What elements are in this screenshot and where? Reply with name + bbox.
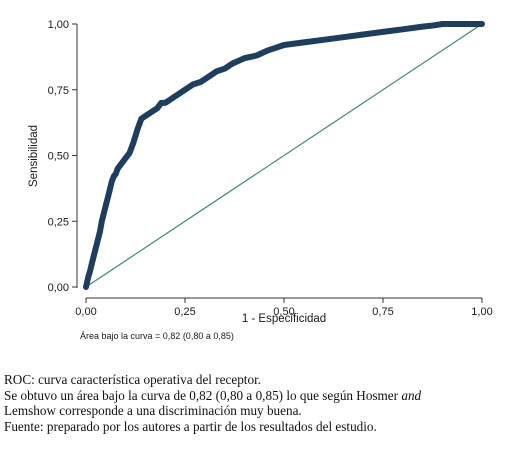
caption-line-4: Fuente: preparado por los autores a part… (4, 418, 377, 434)
x-axis-label: 1 - Especificidad (242, 313, 326, 325)
y-tick-label: 0,50 (48, 151, 69, 163)
figure-caption: ROC: curva característica operativa del … (4, 372, 514, 434)
auc-annotation: Área bajo la curva = 0,82 (0,80 a 0,85) (80, 331, 234, 341)
caption-line-1: ROC: curva característica operativa del … (4, 372, 262, 387)
y-axis-label: Sensibilidad (28, 125, 40, 187)
plot-frame (76, 24, 482, 299)
x-tick-label: 0,50 (273, 306, 294, 318)
axis-ticks: 0,00 0,25 0,50 0,75 1,00 0,00 0,25 0,50 0,75 1,00 (48, 19, 493, 318)
roc-curve-line (83, 21, 485, 290)
x-tick-label: 0,00 (75, 306, 96, 318)
x-tick-label: 1,00 (471, 306, 492, 318)
reference-diagonal-line (85, 23, 483, 288)
caption-line-3: Lemshow corresponde a una discriminación… (4, 403, 302, 418)
x-tick-label: 0,25 (174, 306, 195, 318)
y-tick-label: 0,75 (48, 85, 69, 97)
roc-chart: 0,00 0,25 0,50 0,75 1,00 0,00 0,25 0,50 0,75 1,00… (28, 19, 493, 341)
y-tick-label: 1,00 (48, 19, 69, 31)
caption-line-2-italic: and (401, 387, 422, 403)
caption-line-2: Se obtuvo un área bajo la curva de 0,82 … (4, 388, 514, 404)
caption-line-2-text: Se obtuvo un área bajo la curva de 0,82 … (4, 387, 402, 403)
x-tick-label: 0,75 (372, 306, 393, 318)
y-tick-label: 0,00 (48, 282, 69, 294)
y-tick-label: 0,25 (48, 216, 69, 228)
